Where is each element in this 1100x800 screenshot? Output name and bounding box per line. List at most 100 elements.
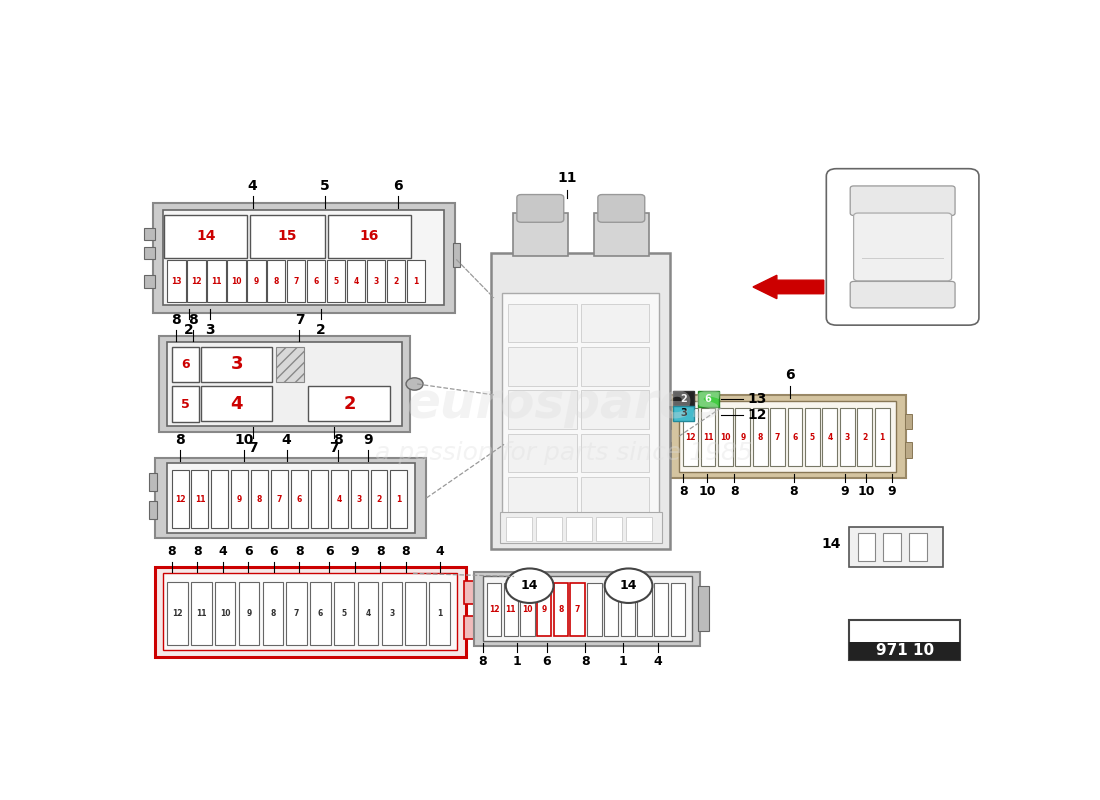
Bar (499, 512, 662, 542)
Bar (849, 619, 960, 660)
Text: 6: 6 (297, 495, 302, 504)
Text: 1: 1 (437, 609, 442, 618)
Bar (172, 346, 199, 382)
Bar (308, 386, 390, 422)
Bar (201, 346, 272, 382)
Text: 10: 10 (231, 277, 242, 286)
Text: 9: 9 (246, 609, 252, 618)
Bar (358, 582, 378, 645)
Bar (536, 518, 562, 541)
FancyArrow shape (754, 275, 824, 298)
Bar (276, 346, 305, 382)
Text: 8: 8 (559, 605, 563, 614)
Text: 4: 4 (365, 609, 371, 618)
Bar (701, 408, 715, 466)
Text: 12: 12 (747, 408, 767, 422)
Bar (679, 401, 896, 472)
Bar (429, 582, 450, 645)
Bar (626, 518, 652, 541)
Text: 4: 4 (436, 545, 444, 558)
Text: 14: 14 (822, 537, 840, 551)
Bar (163, 574, 458, 650)
Bar (172, 386, 199, 422)
Bar (311, 470, 328, 529)
Text: 5: 5 (810, 433, 815, 442)
Bar (231, 470, 249, 529)
Text: 8: 8 (257, 495, 262, 504)
Text: 14: 14 (196, 230, 216, 243)
Text: 12: 12 (191, 277, 201, 286)
Text: 10: 10 (234, 433, 254, 447)
Bar (553, 582, 569, 636)
Bar (537, 582, 551, 636)
Bar (167, 582, 188, 645)
FancyBboxPatch shape (850, 282, 955, 308)
Text: 2: 2 (343, 394, 355, 413)
Text: 10: 10 (720, 433, 730, 442)
Text: 4: 4 (248, 178, 257, 193)
Bar (227, 260, 245, 302)
Bar (371, 470, 387, 529)
Bar (172, 470, 188, 529)
FancyBboxPatch shape (850, 186, 955, 215)
Bar (513, 213, 568, 256)
Bar (508, 347, 576, 386)
Text: 6: 6 (270, 545, 278, 558)
Bar (581, 347, 649, 386)
Bar (165, 214, 248, 258)
Text: 2: 2 (680, 394, 686, 404)
Text: 11: 11 (196, 609, 207, 618)
Circle shape (506, 569, 553, 603)
Bar (673, 406, 694, 421)
Text: 2: 2 (393, 277, 398, 286)
Text: 6: 6 (785, 369, 794, 382)
Text: 8: 8 (274, 277, 279, 286)
Text: 8: 8 (295, 545, 304, 558)
Text: 3: 3 (356, 495, 362, 504)
Text: 4: 4 (219, 545, 227, 558)
Bar (263, 582, 283, 645)
Text: 7: 7 (277, 495, 283, 504)
Bar (144, 246, 154, 259)
Bar (671, 582, 685, 636)
FancyBboxPatch shape (826, 169, 979, 325)
FancyBboxPatch shape (598, 194, 645, 222)
Text: 1: 1 (513, 654, 521, 668)
Bar (698, 586, 708, 631)
Text: 10: 10 (220, 609, 230, 618)
Bar (334, 582, 354, 645)
Bar (849, 527, 943, 567)
Text: 6: 6 (318, 609, 323, 618)
Text: 8: 8 (581, 654, 590, 668)
Text: 5: 5 (342, 609, 346, 618)
Text: 7: 7 (774, 433, 780, 442)
Bar (290, 470, 308, 529)
Bar (594, 213, 649, 256)
Bar (874, 408, 890, 466)
Text: 8: 8 (167, 545, 176, 558)
Text: 8: 8 (376, 545, 385, 558)
Bar (327, 260, 345, 302)
Text: 10: 10 (858, 486, 876, 498)
Text: 7: 7 (295, 313, 305, 327)
Bar (508, 390, 576, 429)
Text: 12: 12 (490, 605, 499, 614)
Text: 8: 8 (170, 313, 180, 327)
Text: 8: 8 (402, 545, 410, 558)
Text: 7: 7 (329, 441, 339, 455)
Bar (201, 386, 272, 422)
Bar (351, 470, 367, 529)
Text: 8: 8 (271, 609, 275, 618)
Bar (366, 260, 385, 302)
Bar (581, 390, 649, 429)
Bar (506, 518, 532, 541)
Bar (503, 293, 659, 527)
Bar (239, 582, 260, 645)
Bar (788, 408, 803, 466)
Text: 8: 8 (478, 654, 487, 668)
Text: 4: 4 (337, 495, 342, 504)
Bar (386, 260, 405, 302)
FancyBboxPatch shape (474, 571, 700, 646)
Text: 9: 9 (840, 486, 849, 498)
Bar (167, 342, 402, 426)
